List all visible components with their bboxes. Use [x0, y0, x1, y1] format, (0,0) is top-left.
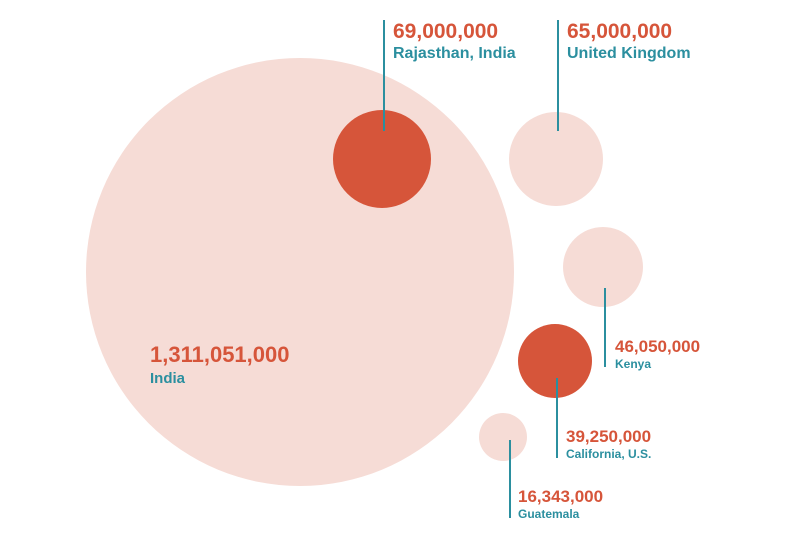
bubble-kenya	[563, 227, 643, 307]
value-label-uk: 65,000,000	[567, 20, 672, 43]
name-label-kenya: Kenya	[615, 357, 651, 371]
labels-layer: 1,311,051,000 India 69,000,000 Rajasthan, I…	[150, 20, 700, 521]
bubble-rajasthan	[333, 110, 431, 208]
value-label-california: 39,250,000	[566, 427, 651, 446]
name-label-california: California, U.S.	[566, 447, 651, 461]
value-label-india: 1,311,051,000	[150, 342, 289, 367]
name-label-guatemala: Guatemala	[518, 507, 580, 521]
bubble-uk	[509, 112, 603, 206]
name-label-uk: United Kingdom	[567, 45, 691, 62]
leader-lines-layer	[383, 20, 606, 518]
value-label-guatemala: 16,343,000	[518, 487, 603, 506]
bubble-california	[518, 324, 592, 398]
name-label-rajasthan: Rajasthan, India	[393, 45, 516, 62]
bubble-india	[86, 58, 514, 486]
bubbles-layer	[86, 58, 643, 486]
value-label-kenya: 46,050,000	[615, 337, 700, 356]
bubble-guatemala	[479, 413, 527, 461]
name-label-india: India	[150, 370, 186, 387]
value-label-rajasthan: 69,000,000	[393, 20, 498, 43]
